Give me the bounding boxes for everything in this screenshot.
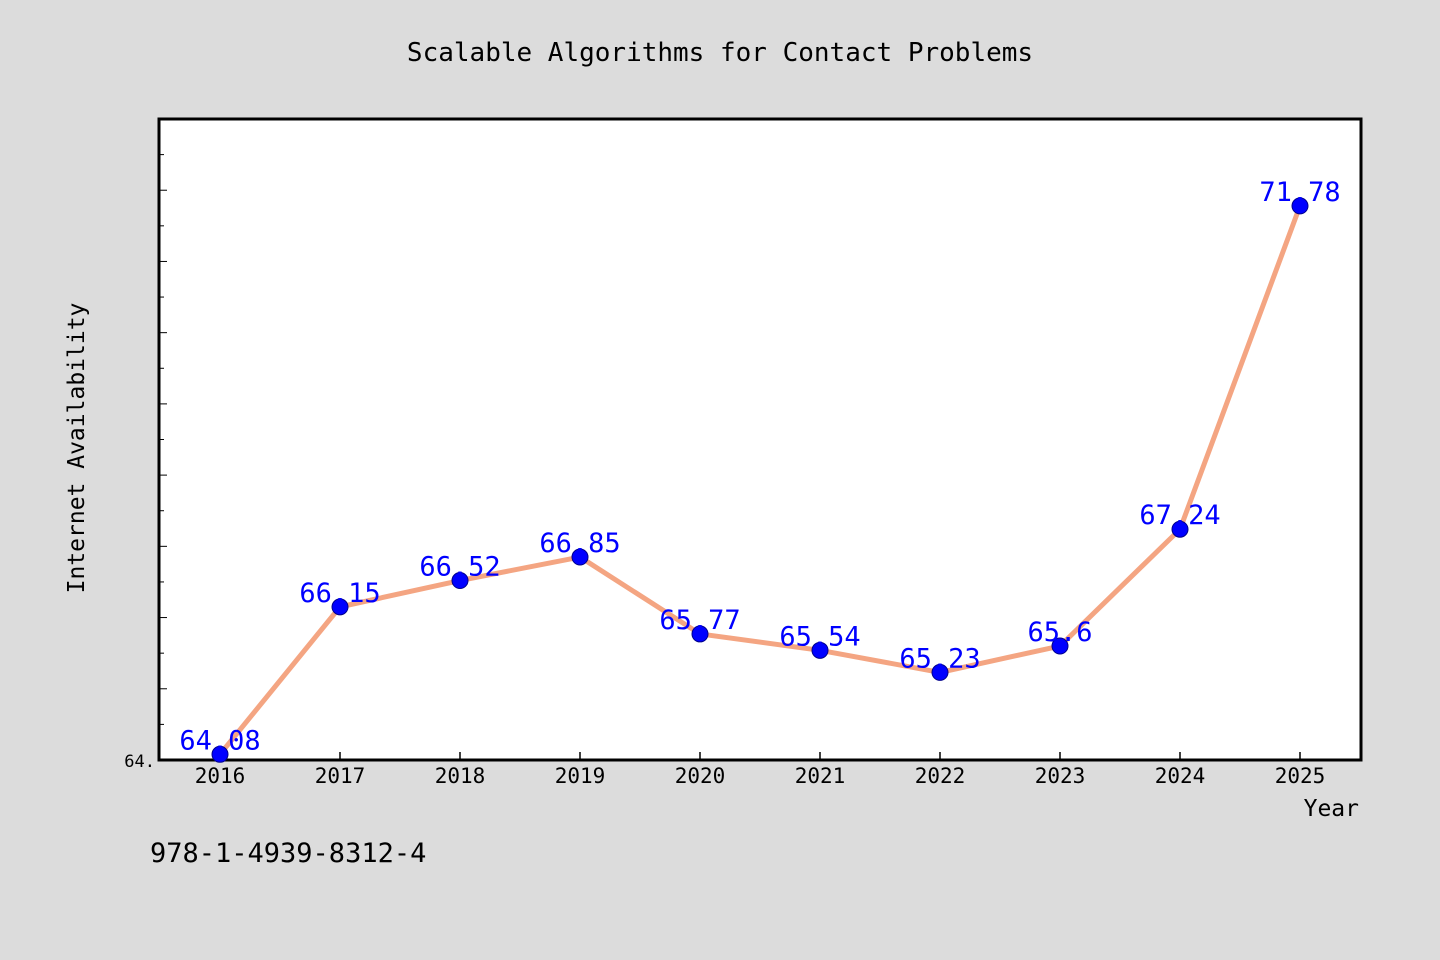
y-axis-ticks: [159, 118, 167, 761]
data-label: 71.78: [1259, 177, 1340, 208]
chart-title: Scalable Algorithms for Contact Problems: [407, 38, 1033, 68]
y-tick-label: 64.: [124, 752, 155, 772]
data-point: [211, 745, 229, 763]
data-label: 67.24: [1139, 500, 1220, 531]
x-tick-label: 2020: [675, 764, 726, 788]
x-tick-label: 2016: [195, 764, 246, 788]
x-axis-ticks: [219, 752, 1301, 760]
data-label: 65.6: [1027, 617, 1092, 648]
x-tick-label: 2017: [315, 764, 366, 788]
data-label: 65.77: [659, 605, 740, 636]
data-point: [1051, 637, 1069, 655]
data-point: [451, 572, 469, 590]
data-label: 64.08: [179, 725, 260, 756]
data-label: 66.52: [419, 552, 500, 583]
data-point: [571, 548, 589, 566]
data-label: 65.23: [899, 643, 980, 674]
x-axis-tick-labels: 2016 2017 2018 2019 2020 2021 2022 2023 2024 2025: [195, 764, 1326, 788]
x-tick-label: 2022: [915, 764, 966, 788]
x-axis-label: Year: [1304, 796, 1359, 822]
x-tick-label: 2023: [1035, 764, 1086, 788]
data-point: [931, 663, 949, 681]
x-tick-label: 2025: [1275, 764, 1326, 788]
y-axis-label: Internet Availability: [64, 303, 90, 594]
x-tick-label: 2019: [555, 764, 606, 788]
x-tick-label: 2021: [795, 764, 846, 788]
data-point: [331, 598, 349, 616]
data-point: [1291, 197, 1309, 215]
footer-code: 978-1-4939-8312-4: [150, 838, 426, 869]
data-point: [691, 625, 709, 643]
series-line: [217, 203, 1303, 757]
data-label: 66.15: [299, 578, 380, 609]
data-label: 66.85: [539, 528, 620, 559]
data-point: [811, 641, 829, 659]
plot-area: [157, 117, 1363, 762]
x-tick-label: 2024: [1155, 764, 1206, 788]
data-point: [1171, 520, 1189, 538]
x-tick-label: 2018: [435, 764, 486, 788]
data-label: 65.54: [779, 621, 860, 652]
data-labels: 64.08 66.15 66.52 66.85 65.77 65.54 65.23 65.6 6…: [179, 177, 1340, 756]
series-markers: [211, 197, 1309, 763]
